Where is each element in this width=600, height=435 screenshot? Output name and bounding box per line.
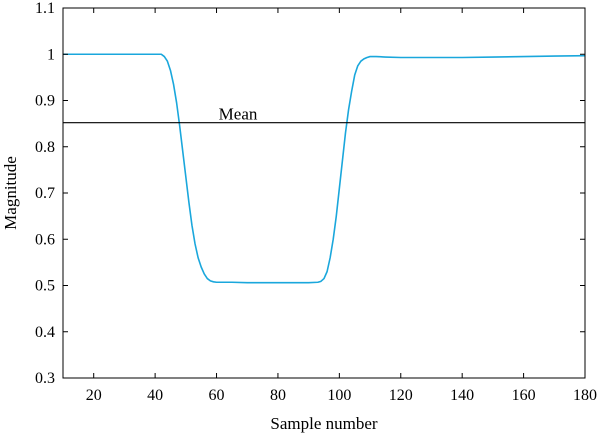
x-tick-label: 20 [86,387,102,404]
x-tick-label: 80 [270,387,286,404]
plot-frame [62,7,586,379]
annotations-layer: Mean [219,104,258,123]
y-tick-label: 0.7 [35,185,55,202]
y-tick-label: 0.5 [35,278,55,295]
y-tick-label: 0.4 [35,324,55,341]
x-tick-label: 120 [389,387,413,404]
x-tick-label: 100 [327,387,351,404]
axes-layer [62,7,586,379]
y-axis-label: Magnitude [1,156,20,230]
y-tick-label: 0.6 [35,231,55,248]
x-tick-label: 180 [573,387,597,404]
y-tick-label: 1.1 [35,0,55,17]
series-layer [63,53,586,284]
ticks-layer: 20 40 60 80 100 120 140 160 180 0.3 0.4 0.5 0.6 0.7 0.… [35,0,597,404]
y-tick-label: 0.3 [35,370,55,387]
x-tick-label: 140 [450,387,474,404]
y-tick-label: 1 [47,46,55,63]
annotation-mean: Mean [219,104,258,123]
y-tick-label: 0.9 [35,93,55,110]
x-tick-label: 60 [209,387,225,404]
x-axis-label: Sample number [270,414,378,433]
series-line-magnitude [63,53,586,284]
x-tick-label: 40 [147,387,163,404]
x-tick-label: 160 [512,387,536,404]
y-tick-label: 0.8 [35,139,55,156]
